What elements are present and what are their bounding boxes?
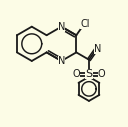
Text: N: N	[58, 22, 65, 32]
Text: Cl: Cl	[81, 19, 90, 29]
Text: N: N	[94, 44, 102, 53]
Text: O: O	[72, 69, 80, 79]
Text: O: O	[98, 69, 105, 79]
Text: N: N	[58, 56, 65, 66]
Text: S: S	[85, 69, 93, 79]
